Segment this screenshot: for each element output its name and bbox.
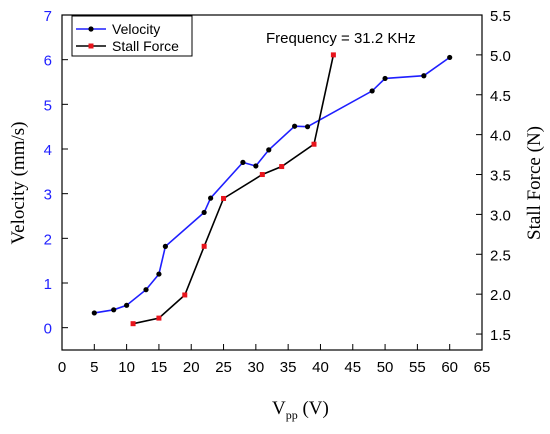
right-y-tick-label: 1.5 [490, 327, 511, 344]
x-tick-label: 35 [280, 359, 297, 376]
plot-frame [61, 14, 483, 351]
x-axis-title-main: V [272, 398, 286, 419]
stall-force-data-point [259, 172, 265, 178]
stall-force-data-point [311, 141, 317, 147]
velocity-data-point [304, 124, 311, 130]
x-tick-label: 55 [409, 359, 426, 376]
legend: Velocity Stall Force [71, 15, 193, 57]
stall-force-data-point [279, 164, 285, 170]
legend-stall-force-marker [88, 43, 94, 49]
x-axis-title: Vpp (V) [272, 398, 329, 422]
left-y-tick-label: 3 [44, 187, 52, 204]
x-tick-label: 15 [151, 359, 168, 376]
right-y-tick-label: 2.0 [490, 287, 511, 304]
series-layer [91, 52, 453, 327]
velocity-data-point [253, 163, 259, 169]
right-y-tick-label: 4.5 [490, 88, 511, 105]
tick-labels: 0 5 10 15 20 25 30 35 40 45 50 55 60 65012345671.52.0… [44, 8, 511, 376]
x-tick-label: 45 [344, 359, 361, 376]
right-y-axis-title: Stall Force (N) [524, 126, 545, 240]
stall-force-data-point [156, 315, 162, 321]
velocity-data-point [240, 159, 246, 165]
x-tick-label: 25 [215, 359, 232, 376]
x-tick-label: 10 [118, 359, 135, 376]
velocity-data-point [208, 195, 214, 201]
legend-velocity-label: Velocity [112, 21, 160, 37]
left-y-tick-label: 1 [44, 276, 52, 293]
velocity-data-point [266, 147, 272, 153]
x-tick-label: 0 [58, 359, 66, 376]
velocity-data-point [91, 310, 97, 316]
right-y-tick-label: 5.0 [490, 48, 511, 65]
left-y-tick-label: 5 [44, 97, 52, 114]
x-tick-label: 60 [441, 359, 458, 376]
right-y-tick-label: 2.5 [490, 247, 511, 264]
right-y-tick-label: 4.0 [490, 128, 511, 145]
left-y-tick-label: 2 [44, 231, 52, 248]
velocity-data-point [447, 54, 453, 61]
left-y-tick-label: 0 [44, 321, 52, 338]
right-y-tick-label: 3.0 [490, 207, 511, 224]
velocity-data-point [369, 88, 375, 94]
legend-box [71, 15, 193, 57]
stall-force-data-point [130, 321, 136, 327]
stall-force-data-point [330, 52, 336, 58]
velocity-data-point [382, 75, 388, 82]
right-y-tick-label: 3.5 [490, 168, 511, 185]
velocity-data-point [162, 243, 168, 249]
x-tick-label: 30 [248, 359, 265, 376]
x-axis-title-unit: (V) [298, 398, 329, 419]
left-y-tick-label: 6 [44, 53, 52, 70]
frequency-annotation: Frequency = 31.2 KHz [266, 30, 416, 47]
velocity-data-point [111, 307, 117, 313]
velocity-data-point [292, 123, 298, 129]
stall-force-data-point [182, 292, 188, 298]
velocity-data-point [156, 271, 162, 277]
left-y-tick-label: 4 [44, 142, 52, 159]
x-tick-label: 50 [377, 359, 394, 376]
x-tick-label: 40 [312, 359, 329, 376]
legend-velocity-marker [88, 26, 94, 32]
right-y-tick-label: 5.5 [490, 8, 511, 25]
left-y-tick-label: 7 [44, 8, 52, 25]
legend-stall-force-label: Stall Force [112, 38, 179, 54]
stall-force-data-point [201, 243, 207, 249]
velocity-data-point [201, 209, 207, 216]
velocity-data-point [421, 73, 427, 79]
x-tick-label: 65 [474, 359, 491, 376]
x-tick-label: 20 [183, 359, 200, 376]
x-axis-title-subscript: pp [286, 408, 298, 422]
left-y-axis-title: Velocity (mm/s) [8, 122, 29, 245]
stall-force-data-point [221, 195, 227, 201]
x-tick-label: 5 [90, 359, 98, 376]
velocity-data-point [124, 302, 130, 308]
velocity-data-point [143, 287, 149, 293]
